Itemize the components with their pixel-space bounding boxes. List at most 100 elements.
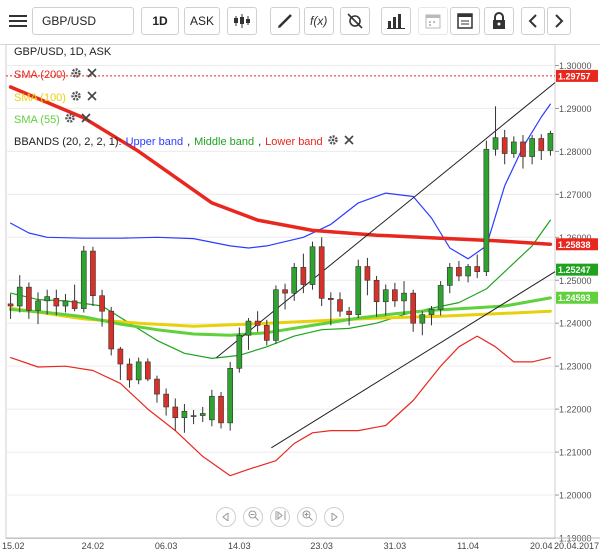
scroll-left-button[interactable] bbox=[216, 507, 236, 527]
price-tag-label: 1.25247 bbox=[558, 265, 591, 275]
price-type-label: ASK bbox=[189, 14, 214, 28]
price-type-selector[interactable]: ASK bbox=[184, 7, 220, 35]
magnet-icon bbox=[346, 12, 364, 30]
lock-button[interactable] bbox=[484, 7, 514, 35]
x-tick-label: 11.04 bbox=[457, 541, 479, 551]
candle-body bbox=[520, 141, 526, 157]
y-tick-label: 1.28000 bbox=[559, 147, 592, 157]
volume-button[interactable] bbox=[381, 7, 411, 35]
candle-body bbox=[446, 267, 453, 286]
function-icon: f(x) bbox=[309, 13, 329, 29]
timeframe-label: 1D bbox=[152, 14, 168, 28]
candle-body bbox=[483, 148, 490, 272]
candle-body bbox=[80, 250, 87, 309]
close-icon[interactable] bbox=[86, 90, 98, 105]
candle-body bbox=[126, 363, 133, 381]
candle-body bbox=[382, 289, 389, 303]
zoom-out-icon bbox=[248, 508, 259, 526]
close-icon[interactable] bbox=[86, 67, 98, 82]
gear-icon[interactable] bbox=[64, 112, 76, 127]
legend-sma200: SMA (200) bbox=[14, 67, 98, 82]
triangle-right-icon bbox=[330, 508, 338, 526]
candle-body bbox=[501, 137, 508, 154]
price-chart[interactable]: 1.30000 1.29000 1.28000 1.27000 1.26000 1.250… bbox=[0, 44, 600, 553]
calendar-icon bbox=[425, 13, 441, 29]
close-icon[interactable] bbox=[343, 134, 355, 149]
lock-icon bbox=[491, 12, 507, 30]
legend-sma100: SMA (100) bbox=[14, 90, 98, 105]
candle-body bbox=[90, 250, 96, 297]
chart-area[interactable]: 1.30000 1.29000 1.28000 1.27000 1.26000 1.250… bbox=[0, 44, 600, 553]
symbol-selector[interactable]: GBP/USD bbox=[32, 7, 134, 35]
symbol-label: GBP/USD bbox=[42, 14, 97, 28]
candle-body bbox=[199, 413, 206, 416]
series-line bbox=[10, 103, 552, 260]
candle-body bbox=[300, 267, 307, 285]
fit-icon bbox=[275, 508, 286, 526]
candle-body bbox=[373, 279, 380, 303]
candle-body bbox=[236, 334, 243, 369]
candle-body bbox=[419, 314, 426, 324]
magnet-button[interactable] bbox=[340, 7, 370, 35]
x-tick-label: 24.02 bbox=[82, 541, 105, 551]
candle-body bbox=[410, 292, 416, 324]
window-icon bbox=[457, 13, 473, 29]
x-tick-label: 31.03 bbox=[384, 541, 407, 551]
y-tick-label: 1.27000 bbox=[559, 190, 592, 200]
scroll-back-button[interactable] bbox=[521, 7, 545, 35]
scroll-forward-button[interactable] bbox=[547, 7, 571, 35]
x-tick-label: 14.03 bbox=[228, 541, 251, 551]
candle-body bbox=[263, 325, 270, 341]
x-tick-label: 20.04.2017 bbox=[554, 541, 599, 551]
candle-body bbox=[117, 348, 124, 365]
gear-icon[interactable] bbox=[327, 134, 339, 149]
candle-body bbox=[227, 368, 233, 424]
y-tick-label: 1.30000 bbox=[559, 61, 592, 71]
series-line bbox=[8, 85, 553, 246]
candle-body bbox=[190, 415, 197, 417]
timeframe-selector[interactable]: 1D bbox=[141, 7, 179, 35]
legend-bb-upper: Upper band bbox=[125, 135, 184, 148]
candle-body bbox=[53, 298, 60, 307]
candle-body bbox=[364, 266, 371, 281]
candle-body bbox=[318, 246, 325, 299]
y-tick-label: 1.20000 bbox=[559, 491, 592, 501]
x-tick-label: 06.03 bbox=[155, 541, 178, 551]
legend-sma200-label: SMA (200) bbox=[14, 68, 66, 81]
chart-type-button[interactable] bbox=[227, 7, 257, 35]
price-tag bbox=[556, 263, 598, 276]
trendline bbox=[216, 82, 556, 358]
candle-body bbox=[44, 296, 50, 302]
series-line bbox=[9, 296, 552, 337]
price-tag-label: 1.25838 bbox=[558, 240, 591, 250]
candle-body bbox=[181, 410, 188, 419]
candle-body bbox=[172, 406, 179, 419]
gear-icon[interactable] bbox=[70, 67, 82, 82]
candle-body bbox=[291, 267, 298, 294]
candle-body bbox=[71, 300, 78, 309]
zoom-in-button[interactable] bbox=[297, 507, 317, 527]
bar-chart-icon bbox=[387, 13, 405, 29]
scroll-right-button[interactable] bbox=[324, 507, 344, 527]
legend-bb-middle: Middle band bbox=[194, 135, 255, 148]
y-tick-label: 1.22000 bbox=[559, 405, 592, 415]
y-tick-label: 1.21000 bbox=[559, 448, 592, 458]
close-icon[interactable] bbox=[80, 112, 92, 127]
zoom-in-icon bbox=[302, 508, 313, 526]
candle-body bbox=[254, 320, 261, 326]
layout-button[interactable] bbox=[450, 7, 480, 35]
candle-body bbox=[428, 309, 435, 315]
candle-body bbox=[465, 266, 471, 277]
trendline bbox=[271, 271, 556, 449]
indicators-button[interactable]: f(x) bbox=[304, 7, 334, 35]
menu-button[interactable] bbox=[4, 7, 32, 35]
candle-body bbox=[154, 378, 160, 395]
zoom-out-button[interactable] bbox=[243, 507, 263, 527]
draw-tool-button[interactable] bbox=[270, 7, 300, 35]
gear-icon[interactable] bbox=[70, 90, 82, 105]
triangle-left-icon bbox=[222, 508, 230, 526]
candle-body bbox=[538, 138, 545, 151]
reset-view-button[interactable] bbox=[270, 507, 290, 527]
price-tag-label: 1.29757 bbox=[558, 71, 591, 81]
calendar-button[interactable] bbox=[418, 7, 448, 35]
